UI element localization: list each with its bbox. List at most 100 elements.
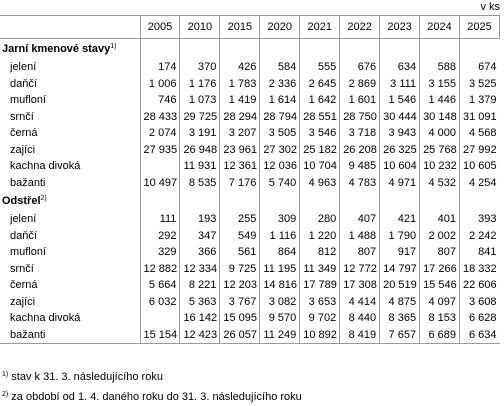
value-cell: 1 546 <box>379 92 420 109</box>
value-cell: 4 000 <box>419 125 460 142</box>
value-cell: 2 336 <box>259 75 300 92</box>
value-cell: 8 221 <box>179 277 220 294</box>
empty-cell <box>139 38 180 59</box>
row-label: zajíci <box>10 295 36 308</box>
empty-cell <box>179 38 220 59</box>
value-cell: 9 725 <box>219 260 260 277</box>
value-cell: 407 <box>339 211 380 228</box>
value-cell: 8 440 <box>339 310 380 327</box>
value-cell: 674 <box>459 59 500 76</box>
value-cell: 3 546 <box>299 125 340 142</box>
empty-cell <box>259 38 300 59</box>
value-cell: 292 <box>139 227 180 244</box>
value-cell: 2 242 <box>459 227 500 244</box>
empty-cell <box>379 38 420 59</box>
value-cell: 421 <box>379 211 420 228</box>
value-cell: 634 <box>379 59 420 76</box>
value-cell: 4 963 <box>299 174 340 191</box>
row-label: daňčí <box>10 229 37 242</box>
row-label: srnčí <box>10 262 34 275</box>
value-cell: 15 546 <box>419 277 460 294</box>
row-label: bažanti <box>0 326 140 344</box>
header-row: 2005 2010 2015 2020 2021 2022 2023 2024 2025 <box>0 15 500 39</box>
value-cell: 18 332 <box>459 260 500 277</box>
value-cell: 4 532 <box>419 174 460 191</box>
value-cell: 3 943 <box>379 125 420 142</box>
value-cell: 26 208 <box>339 141 380 158</box>
value-cell: 588 <box>419 59 460 76</box>
value-cell: 584 <box>259 59 300 76</box>
value-cell: 746 <box>139 92 180 109</box>
value-cell: 23 961 <box>219 141 260 158</box>
row-label: černá <box>10 279 38 292</box>
value-cell: 29 725 <box>179 108 220 125</box>
value-cell: 561 <box>219 244 260 261</box>
value-cell: 12 036 <box>259 158 300 175</box>
value-cell: 393 <box>459 211 500 228</box>
footnote: 2) za období od 1. 4. daného roku do 31.… <box>2 386 302 406</box>
value-cell: 2 645 <box>299 75 340 92</box>
data-row: srnčí 28 433 29 725 28 294 28 794 28 551 28 75… <box>0 108 500 125</box>
value-cell: 1 006 <box>139 75 180 92</box>
value-cell: 864 <box>259 244 300 261</box>
corner-cell <box>0 15 141 39</box>
column-header: 2020 <box>259 15 301 39</box>
value-cell: 4 568 <box>459 125 500 142</box>
value-cell: 4 971 <box>379 174 420 191</box>
value-cell: 27 935 <box>139 141 180 158</box>
value-cell: 12 882 <box>139 260 180 277</box>
value-cell: 12 203 <box>219 277 260 294</box>
value-cell: 2 869 <box>339 75 380 92</box>
value-cell: 10 232 <box>419 158 460 175</box>
value-cell: 6 032 <box>139 293 180 310</box>
data-row: černá 2 074 3 191 3 207 3 505 3 546 3 718 3 943… <box>0 125 500 142</box>
value-cell: 3 082 <box>259 293 300 310</box>
value-cell: 8 365 <box>379 310 420 327</box>
footnote-mark: 1) <box>2 371 9 378</box>
value-cell: 1 642 <box>299 92 340 109</box>
data-row: bažanti 15 154 12 423 26 057 11 249 10 892 8 4… <box>0 326 500 344</box>
value-cell: 4 783 <box>339 174 380 191</box>
value-cell: 5 363 <box>179 293 220 310</box>
data-row: černá 5 664 8 221 12 203 14 816 17 789 17 308 2… <box>0 277 500 294</box>
empty-cell <box>299 191 340 211</box>
footnotes: 1) stav k 31. 3. následujícího roku 2) za… <box>2 366 302 406</box>
footnote-text: stav k 31. 3. následujícího roku <box>11 371 163 383</box>
data-row: jelení 111 193 255 309 280 407 421 401 393 <box>0 211 500 228</box>
data-row: zajíci 6 032 5 363 3 767 3 082 3 653 4 414 4 87… <box>0 293 500 310</box>
value-cell: 401 <box>419 211 460 228</box>
data-row: bažanti 10 497 8 535 7 176 5 740 4 963 4 783 4 … <box>0 174 500 191</box>
row-label: kachna divoká <box>10 312 81 325</box>
value-cell: 5 664 <box>139 277 180 294</box>
value-cell: 8 419 <box>339 326 380 344</box>
data-row: daňčí 1 006 1 176 1 783 2 336 2 645 2 869 3 111… <box>0 75 500 92</box>
column-header: 2024 <box>419 15 460 39</box>
value-cell: 1 379 <box>459 92 500 109</box>
column-header: 2022 <box>339 15 381 39</box>
value-cell: 3 155 <box>419 75 460 92</box>
value-cell: 3 608 <box>459 293 500 310</box>
section-row: Odstřel2) <box>0 191 500 211</box>
data-row: mufloní 329 366 561 864 812 807 917 807 841 <box>0 244 500 261</box>
footnote-text: za období od 1. 4. daného roku do 31. 3.… <box>11 391 302 403</box>
data-row: zajíci 27 935 26 948 23 961 27 302 25 182 26 2… <box>0 141 500 158</box>
data-table: 2005 2010 2015 2020 2021 2022 2023 2024 2025 Jar… <box>0 15 500 344</box>
row-label: mufloní <box>10 94 47 107</box>
value-cell: 1 220 <box>299 227 340 244</box>
value-cell: 10 497 <box>139 174 180 191</box>
value-cell: 3 718 <box>339 125 380 142</box>
value-cell: 10 604 <box>379 158 420 175</box>
value-cell: 11 249 <box>259 326 300 344</box>
value-cell: 8 153 <box>419 310 460 327</box>
table-body: Jarní kmenové stavy1) jelení 174 370 426 584 5… <box>0 38 500 344</box>
value-cell: 27 992 <box>459 141 500 158</box>
value-cell: 22 606 <box>459 277 500 294</box>
value-cell: 3 505 <box>259 125 300 142</box>
empty-cell <box>339 191 380 211</box>
value-cell: 1 419 <box>219 92 260 109</box>
value-cell: 10 892 <box>299 326 340 344</box>
value-cell: 14 797 <box>379 260 420 277</box>
value-cell: 8 535 <box>179 174 220 191</box>
row-label: jelení <box>10 213 37 226</box>
value-cell: 15 154 <box>139 326 180 344</box>
